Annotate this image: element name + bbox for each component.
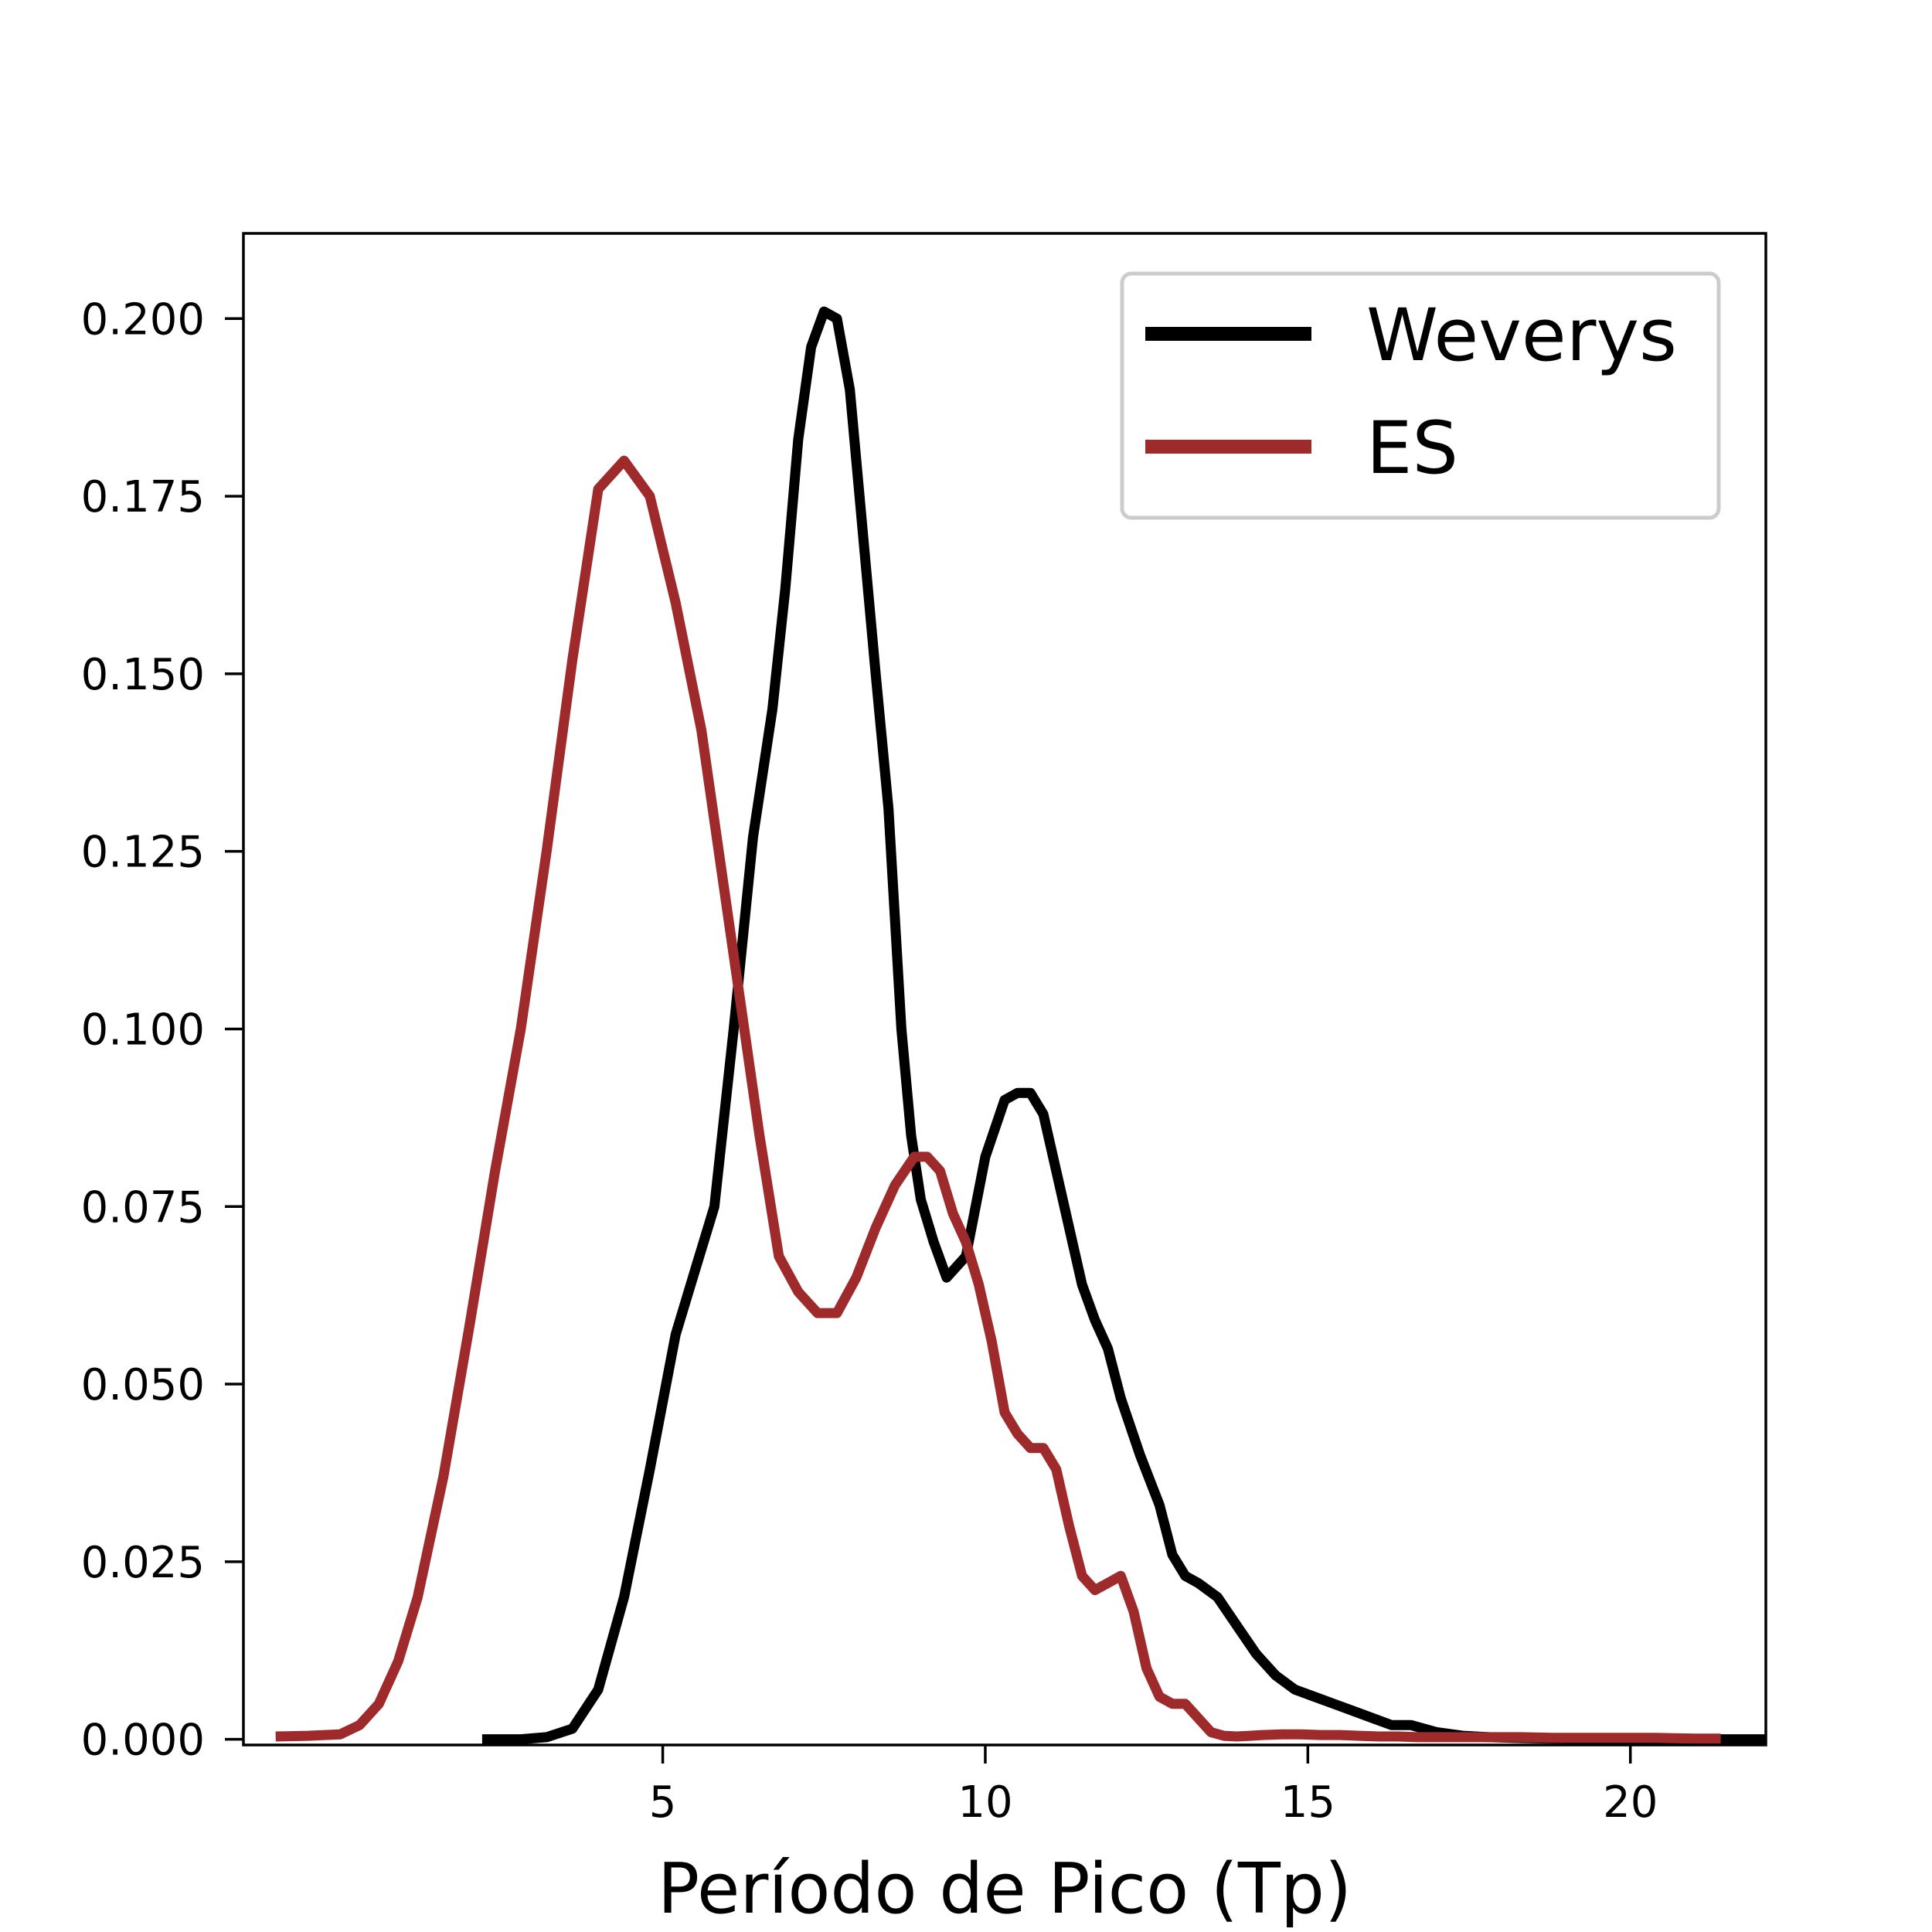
x-tick-label: 10: [957, 1777, 1012, 1828]
y-tick-label: 0.150: [81, 650, 205, 700]
y-tick-label: 0.125: [81, 828, 205, 878]
x-axis: 5 10 15 20: [649, 1745, 1658, 1828]
series-line-weverys: [481, 306, 1766, 1745]
y-tick-label: 0.200: [81, 294, 205, 345]
legend: Weverys ES: [1120, 271, 1721, 520]
x-tick-label: 15: [1281, 1777, 1335, 1828]
x-axis-title: Período de Pico (Tp): [658, 1849, 1352, 1930]
series-group: [275, 306, 1766, 1745]
legend-label: Weverys: [1366, 294, 1677, 378]
legend-label: ES: [1366, 406, 1458, 491]
y-tick-label: 0.050: [81, 1360, 205, 1410]
y-tick-label: 0.025: [81, 1538, 205, 1588]
x-tick-label: 20: [1603, 1777, 1658, 1828]
y-axis: 0.000 0.025 0.050 0.075 0.100 0.125 0.150 0.175…: [81, 294, 243, 1766]
y-tick-label: 0.000: [81, 1716, 205, 1766]
x-tick-label: 5: [649, 1777, 677, 1828]
y-tick-label: 0.175: [81, 472, 205, 522]
y-tick-label: 0.075: [81, 1182, 205, 1233]
plot-frame: [242, 232, 1767, 1747]
series-line-es: [275, 455, 1721, 1744]
y-tick-label: 0.100: [81, 1005, 205, 1055]
